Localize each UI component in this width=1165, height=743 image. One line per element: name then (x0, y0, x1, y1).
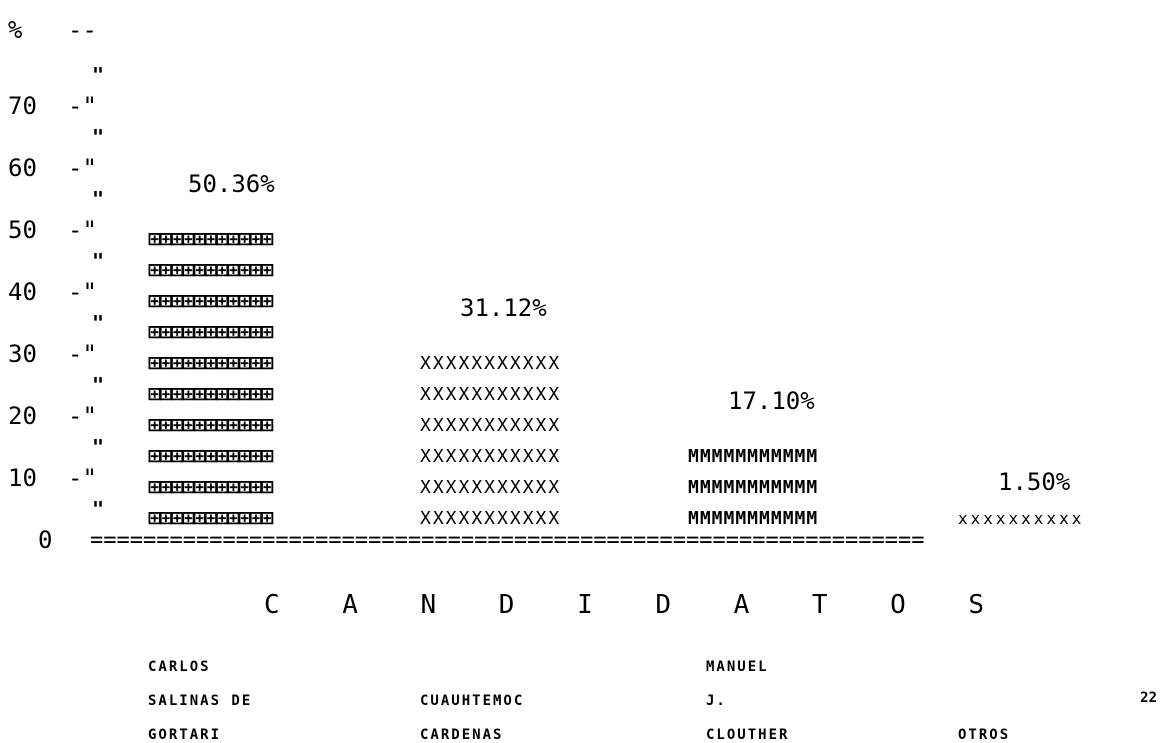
y-tick-mark: -" (68, 464, 97, 492)
bar-segment: ⊞⊞⊞⊞⊞⊞⊞⊞⊞⊞⊞ (148, 413, 274, 438)
candidate-label-line: OTROS (958, 727, 1011, 743)
y-tick-label: 30 (8, 340, 37, 368)
bar-segment: XXXXXXXXXXX (420, 508, 562, 529)
bar-segment: XXXXXXXXXXX (420, 477, 562, 498)
y-minor-tick: " (92, 435, 105, 459)
y-tick-mark: -" (68, 154, 97, 182)
y-minor-tick: " (92, 311, 105, 335)
y-tick-label: 60 (8, 154, 37, 182)
y-minor-tick: " (92, 497, 105, 521)
candidate-label-line: CARDENAS (420, 727, 504, 743)
bar-segment: ⊞⊞⊞⊞⊞⊞⊞⊞⊞⊞⊞ (148, 506, 274, 531)
bar-value-label: 31.12% (460, 294, 547, 322)
bar-segment: ⊞⊞⊞⊞⊞⊞⊞⊞⊞⊞⊞ (148, 475, 274, 500)
y-minor-tick: " (92, 63, 105, 87)
bar-segment: ⊞⊞⊞⊞⊞⊞⊞⊞⊞⊞⊞ (148, 351, 274, 376)
candidate-label-line: MANUEL (706, 659, 769, 675)
page-number: 22 (1140, 690, 1157, 706)
bar-value-label: 50.36% (188, 170, 275, 198)
y-minor-tick: " (92, 373, 105, 397)
candidate-label-line: GORTARI (148, 727, 222, 743)
y-tick-mark: -" (68, 92, 97, 120)
bar-segment: MMMMMMMMMMM (688, 508, 819, 529)
y-minor-tick: " (92, 125, 105, 149)
bar-segment: ⊞⊞⊞⊞⊞⊞⊞⊞⊞⊞⊞ (148, 258, 274, 283)
bar-segment: XXXXXXXXXXX (420, 446, 562, 467)
y-minor-tick: " (92, 249, 105, 273)
y-axis-unit: % (8, 16, 23, 44)
candidate-label-line: CUAUHTEMOC (420, 693, 525, 709)
y-tick-mark: -" (68, 402, 97, 430)
candidate-label-line: CARLOS (148, 659, 211, 675)
y-tick-mark: -" (68, 216, 97, 244)
candidate-label-line: SALINAS DE (148, 693, 253, 709)
bar-segment: XXXXXXXXXXX (420, 415, 562, 436)
x-axis-baseline: ========================================… (90, 528, 925, 553)
bar-segment: XXXXXXXXXXX (420, 353, 562, 374)
y-tick-mark: -" (68, 278, 97, 306)
bar-value-label: 1.50% (998, 468, 1071, 496)
bar-segment: xxxxxxxxxx (958, 509, 1085, 528)
y-tick-label: 50 (8, 216, 37, 244)
bar-segment: ⊞⊞⊞⊞⊞⊞⊞⊞⊞⊞⊞ (148, 444, 274, 469)
y-tick-mark: -" (68, 340, 97, 368)
bar-segment: XXXXXXXXXXX (420, 384, 562, 405)
bar-value-label: 17.10% (728, 387, 815, 415)
bar-segment: ⊞⊞⊞⊞⊞⊞⊞⊞⊞⊞⊞ (148, 320, 274, 345)
bar-segment: ⊞⊞⊞⊞⊞⊞⊞⊞⊞⊞⊞ (148, 289, 274, 314)
bar-segment: MMMMMMMMMMM (688, 446, 819, 467)
bar-segment: MMMMMMMMMMM (688, 477, 819, 498)
candidate-label-line: CLOUTHER (706, 727, 790, 743)
bar-segment: ⊞⊞⊞⊞⊞⊞⊞⊞⊞⊞⊞ (148, 382, 274, 407)
y-tick-label: 40 (8, 278, 37, 306)
x-axis-title: C A N D I D A T O S (264, 590, 985, 620)
bar-segment: ⊞⊞⊞⊞⊞⊞⊞⊞⊞⊞⊞ (148, 227, 274, 252)
y-tick-label: 0 (38, 526, 53, 554)
y-tick-label: 70 (8, 92, 37, 120)
y-tick-label: 10 (8, 464, 37, 492)
y-minor-tick: " (92, 187, 105, 211)
y-tick-label: 20 (8, 402, 37, 430)
candidate-label-line: J. (706, 693, 727, 709)
y-axis-top-dash: -- (68, 16, 97, 44)
